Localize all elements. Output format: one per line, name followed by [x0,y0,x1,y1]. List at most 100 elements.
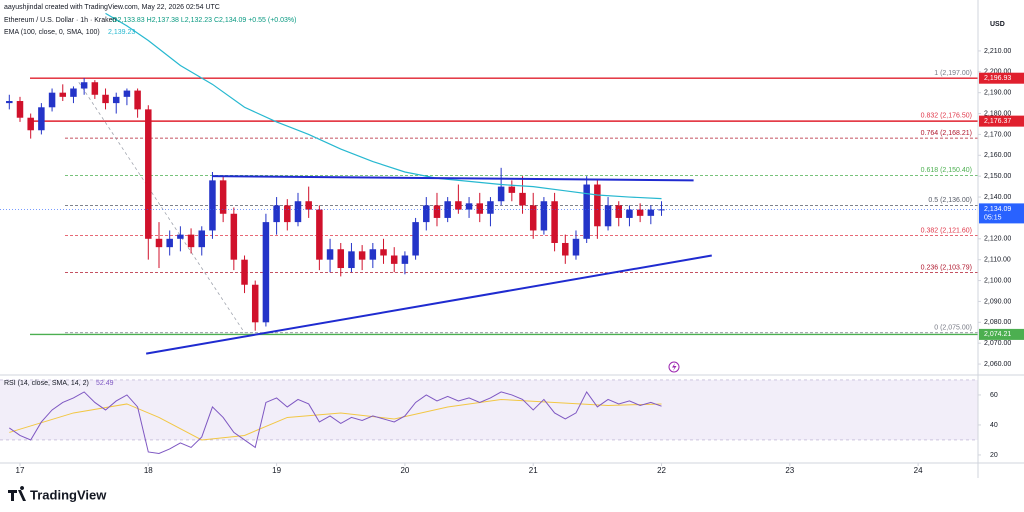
candle-body [412,222,419,256]
candle-body [390,255,398,264]
y-tick-label: 2,180.00 [984,110,1011,117]
x-tick-label: 23 [785,466,794,475]
ema-value: 2,139.23 [108,29,135,36]
y-tick-label: 2,070.00 [984,340,1011,347]
last-price-badge [979,203,1024,224]
y-tick-label: 2,060.00 [984,361,1011,368]
x-tick-label: 18 [144,466,153,475]
candle-body [209,180,216,231]
candle-body [102,94,109,104]
price-badge [979,72,1024,84]
fib-label: 1 (2,197.00) [934,70,972,77]
candle-body [562,242,569,256]
rsi-value: 52.49 [96,380,114,387]
candle-body [348,251,355,269]
candle-body [284,205,291,223]
main-pane: 1 (2,197.00) 0.832 (2,176.50) 0.764 (2,168… [0,12,978,355]
candle-body [262,222,270,323]
projection-line [78,82,245,333]
brand: TradingView [30,487,107,502]
rsi-label: RSI (14, close, SMA, 14, 2) [4,380,89,387]
x-tick-label: 20 [400,466,409,475]
candle-body [123,90,131,97]
candle-body [594,184,601,227]
trendline [145,254,712,355]
candle-body [583,184,590,239]
candle-body [187,234,195,248]
fib-label: 0 (2,075.00) [934,325,972,332]
y-tick-label: 2,200.00 [984,69,1011,76]
x-tick-label: 22 [657,466,666,475]
rsi-tick-label: 20 [990,452,998,459]
rsi-pane: RSI (14, close, SMA, 14, 2) 52.49 [0,379,978,454]
candle-body [241,259,248,285]
candle-body [465,203,473,210]
candle-body [326,249,334,260]
candle-body [177,234,184,239]
price-badge [979,115,1024,127]
fib-label: 0.5 (2,136.00) [928,197,972,204]
y-tick-label: 2,170.00 [984,131,1011,138]
candle-body [369,249,377,260]
candle-body [166,238,173,248]
candle-body [455,201,462,210]
last-price-label: 2,134.09 [984,206,1011,213]
fib-label: 0.618 (2,150.40) [921,167,972,174]
candle-body [572,238,580,256]
candle-body [219,180,227,214]
y-tick-label: 2,210.00 [984,48,1011,55]
price-badge-label: 2,074.21 [984,331,1011,338]
candle-body [604,205,612,227]
lightning-icon [668,361,680,373]
price-badge-label: 2,176.37 [984,118,1011,125]
candle-body [251,284,259,323]
x-tick-label: 21 [529,466,538,475]
candle-body [636,209,644,216]
y-tick-label: 2,120.00 [984,236,1011,243]
symbol: Ethereum / U.S. Dollar · 1h · Kraken [4,17,117,24]
candle-body [626,209,633,218]
ohlc: O2,133.83 H2,137.38 L2,132.23 C2,134.09 … [112,17,296,24]
rsi-band [0,379,978,440]
x-tick-label: 24 [914,466,923,475]
countdown: 05:15 [984,215,1002,222]
currency: USD [990,21,1005,28]
trendline [212,175,694,182]
price-badge-label: 2,196.93 [984,75,1011,82]
candle-body [155,238,163,248]
candle-body [112,96,120,104]
candle-body [647,209,655,216]
y-tick-label: 2,150.00 [984,173,1011,180]
y-tick-label: 2,190.00 [984,90,1011,97]
candle-body [476,203,484,214]
header: aayushjindal created with TradingView.co… [4,4,1005,36]
candle-body [401,255,409,264]
price-badge [979,328,1024,340]
candle-body [230,213,238,260]
candle-body [529,205,537,231]
rsi-tick-label: 60 [990,392,998,399]
candle-body [508,186,516,193]
credit: aayushjindal created with TradingView.co… [4,4,220,11]
candle-body [487,201,494,214]
candle-body [38,107,45,131]
rsi-line [9,390,662,454]
fib-label: 0.382 (2,121.60) [921,227,972,234]
fib-label: 0.764 (2,168.21) [921,130,972,137]
candle-body [91,82,99,95]
candle-body [423,205,430,223]
candle-body [615,205,622,218]
candle-body [519,192,526,206]
candle-body [380,249,387,256]
y-tick-label: 2,110.00 [984,257,1011,264]
candle-body [145,109,152,239]
candle-body [497,186,505,202]
candle-body [59,92,67,97]
candle-body [80,82,88,89]
candle-body [16,101,24,118]
axes: 2,060.00 2,070.00 2,080.00 2,090.00 2,100.00… [16,48,1024,475]
y-tick-label: 2,100.00 [984,277,1011,284]
candle-body [273,205,280,223]
